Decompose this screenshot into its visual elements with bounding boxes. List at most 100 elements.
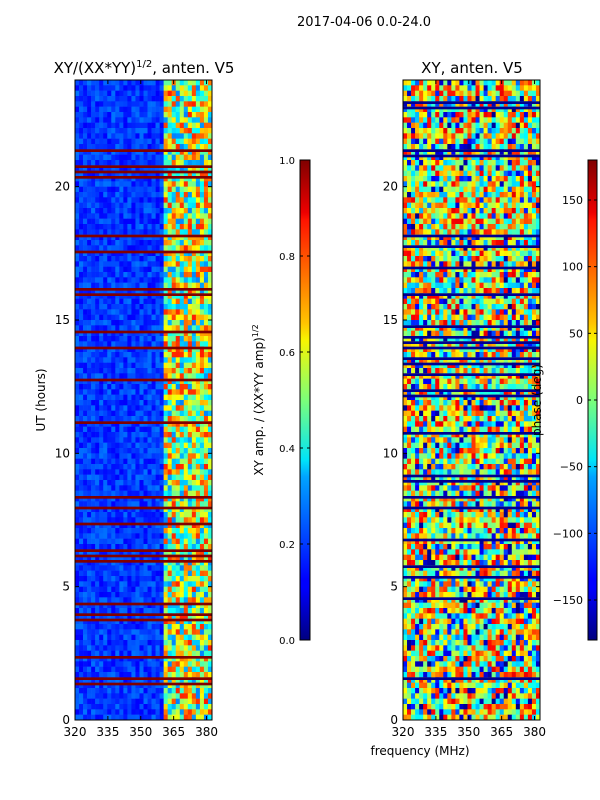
heatmap-cell [147,256,152,262]
heatmap-cell [99,277,104,283]
heatmap-cell [151,101,156,107]
heatmap-cell [119,154,124,161]
heatmap-cell [87,186,92,193]
heatmap-cell [179,368,185,374]
heatmap-cell [459,149,464,155]
heatmap-cell [507,85,513,91]
x-tick-label: 365 [162,725,185,739]
heatmap-cell [127,384,132,390]
heatmap-cell [111,426,116,433]
heatmap-cell [451,80,456,86]
heatmap-cell [195,352,201,358]
heatmap-cell [131,522,136,529]
heatmap-cell [207,197,212,203]
heatmap-cell [159,496,164,502]
heatmap-cell [87,538,92,545]
heatmap-cell [187,624,193,630]
heatmap-cell [167,565,173,571]
heatmap-cell [143,522,148,529]
heatmap-cell [159,250,164,257]
heatmap-cell [79,197,84,203]
heatmap-cell [203,410,209,417]
heatmap-cell [155,400,160,406]
heatmap-cell [143,688,148,694]
heatmap-cell [135,586,140,593]
heatmap-cell [79,165,84,171]
heatmap-stripe [75,560,212,563]
heatmap-cell [403,208,408,214]
heatmap-cell [79,80,84,86]
heatmap-cell [155,256,160,262]
heatmap-cell [163,357,168,363]
heatmap-cell [131,314,136,321]
heatmap-cell [155,394,160,401]
heatmap-cell [483,165,488,171]
heatmap-cell [147,202,152,209]
heatmap-cell [183,373,189,379]
heatmap-cell [191,298,197,305]
heatmap-cell [163,128,168,134]
heatmap-cell [151,666,156,673]
heatmap-cell [175,325,181,331]
heatmap-cell [459,106,464,113]
heatmap-cell [115,704,120,710]
heatmap-cell [503,170,509,177]
heatmap-cell [203,453,209,459]
heatmap-cell [119,165,124,171]
heatmap-cell [191,517,197,523]
heatmap-cell [151,714,156,720]
heatmap-cell [159,256,164,262]
heatmap-cell [107,234,112,241]
heatmap-cell [123,352,128,358]
heatmap-cell [523,149,529,155]
heatmap-cell [119,133,124,139]
heatmap-cell [407,138,412,145]
heatmap-cell [207,592,212,598]
heatmap-cell [147,229,152,235]
heatmap-cell [123,501,128,507]
heatmap-cell [467,133,472,139]
heatmap-cell [83,416,88,422]
heatmap-cell [163,229,168,235]
heatmap-cell [171,208,177,214]
heatmap-cell [123,389,128,395]
heatmap-cell [199,218,205,225]
heatmap-cell [207,362,212,369]
heatmap-cell [203,213,209,219]
heatmap-cell [143,666,148,673]
heatmap-cell [159,688,164,694]
heatmap-cell [483,128,488,134]
heatmap-cell [123,666,128,673]
heatmap-cell [87,410,92,417]
heatmap-cell [79,432,84,438]
heatmap-cell [491,160,496,166]
heatmap-cell [207,485,212,491]
heatmap-cell [203,234,209,241]
heatmap-cell [87,602,92,609]
heatmap-cell [115,693,120,699]
heatmap-cell [167,560,173,566]
heatmap-cell [139,645,144,651]
heatmap-cell [415,122,420,129]
heatmap-cell [163,320,168,326]
heatmap-cell [207,80,212,86]
heatmap-cell [163,149,168,155]
heatmap-cell [103,314,108,321]
heatmap-cell [403,85,408,91]
heatmap-cell [127,256,132,262]
heatmap-cell [195,645,201,651]
heatmap-cell [159,197,164,203]
heatmap-cell [155,144,160,150]
heatmap-cell [439,186,444,193]
heatmap-cell [183,170,189,177]
heatmap-cell [499,138,505,145]
heatmap-cell [515,144,521,150]
heatmap-cell [111,298,116,305]
heatmap-cell [207,389,212,395]
heatmap-cell [139,128,144,134]
heatmap-cell [439,122,444,129]
heatmap-cell [155,192,160,198]
heatmap-cell [207,544,212,550]
heatmap-cell [135,186,140,193]
heatmap-cell [171,389,177,395]
